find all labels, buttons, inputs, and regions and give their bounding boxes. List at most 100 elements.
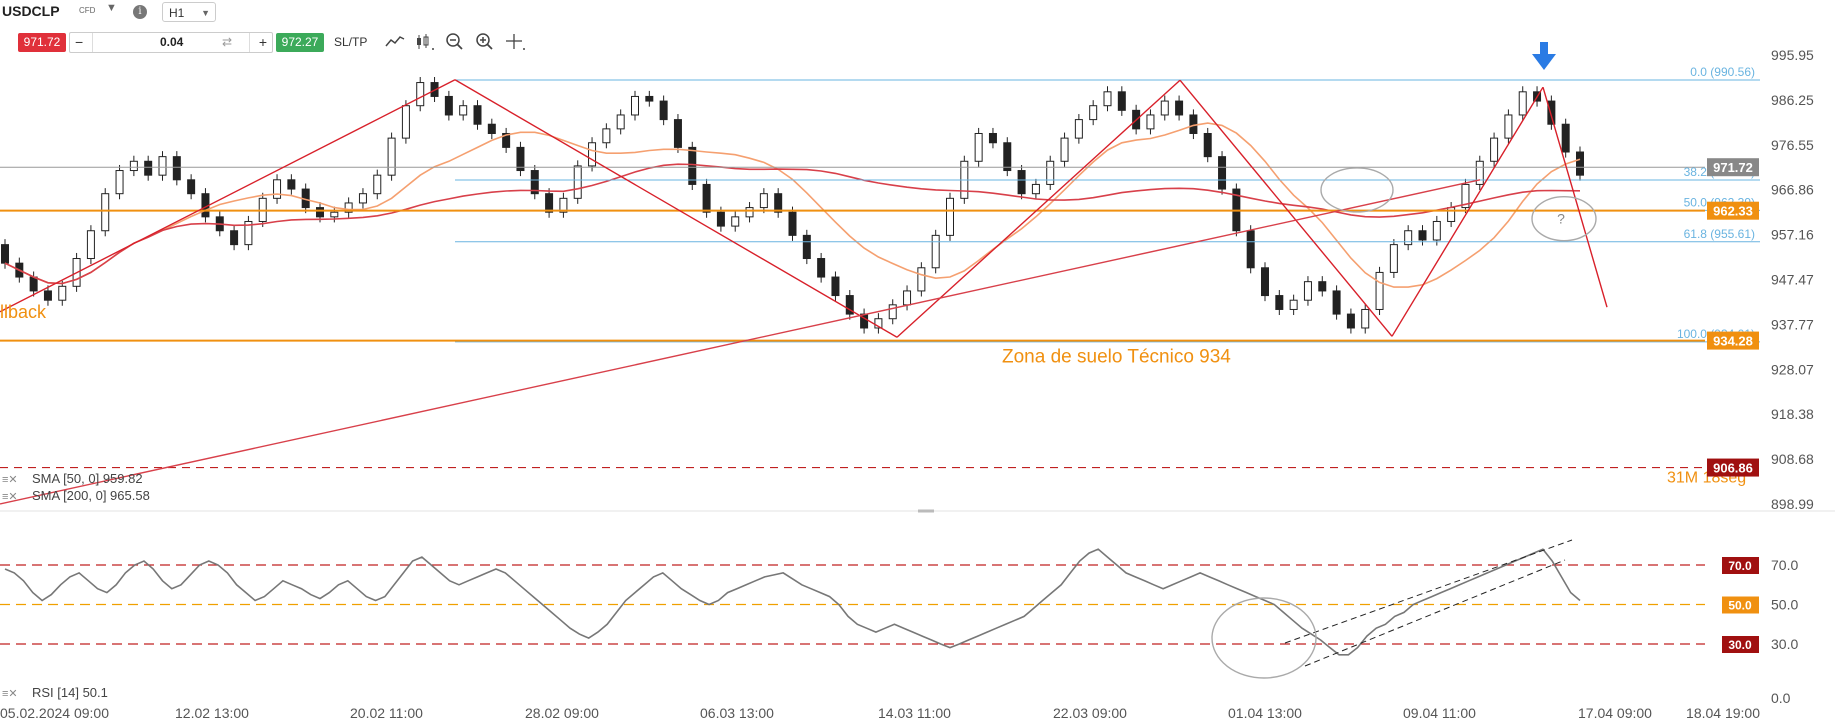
candle-body	[287, 179, 296, 190]
candle-body	[430, 82, 439, 97]
highlight-ellipse	[1531, 195, 1597, 242]
candle-body	[1447, 207, 1456, 222]
candle-body	[1490, 137, 1499, 162]
candle-body	[1060, 137, 1069, 162]
pattern-line	[1179, 79, 1393, 337]
candle-body	[230, 230, 239, 246]
candle-body	[1303, 281, 1312, 301]
candle-body	[988, 132, 997, 144]
candle-body	[416, 82, 425, 107]
timeframe-value: H1	[169, 6, 185, 20]
time-axis-label: 06.03 13:00	[700, 705, 774, 721]
divider	[249, 33, 250, 52]
time-axis-label: 09.04 11:00	[1403, 705, 1476, 721]
level-tag-934-text: 934.28	[1713, 334, 1753, 349]
zoom-in-icon[interactable]	[474, 32, 496, 52]
sma50-line	[4, 122, 1581, 288]
rsi-level-tag	[1722, 557, 1759, 574]
chart-labels: 995.95 986.25 976.55 966.86 957.16 947.47 937.…	[0, 47, 1814, 721]
candle-body	[115, 170, 124, 195]
candle-body	[1117, 91, 1126, 111]
candle-body	[960, 160, 969, 199]
down-arrow-icon	[1540, 42, 1548, 56]
candle-body	[1346, 313, 1355, 329]
pattern-line	[454, 79, 898, 338]
rsi-channel-line	[1284, 539, 1573, 644]
price-axis-label: 957.16	[1771, 227, 1814, 243]
swap-icon[interactable]: ⇄	[222, 35, 233, 49]
candle-body	[215, 216, 224, 232]
candle-body	[1533, 91, 1542, 102]
increase-button[interactable]: +	[258, 34, 267, 50]
candle-body	[716, 211, 725, 227]
candle-body	[530, 170, 539, 195]
legend-entry: SMA [50, 0] 959.82	[32, 471, 143, 486]
candle-body	[43, 290, 52, 301]
price-axis-label: 947.47	[1771, 272, 1814, 288]
candle-body	[1361, 308, 1370, 329]
price-axis-label: 928.07	[1771, 361, 1814, 377]
chevron-down-icon[interactable]: ▼	[106, 2, 117, 14]
candle-body	[1289, 299, 1298, 310]
time-axis-label: 01.04 13:00	[1228, 705, 1302, 721]
candle-body	[1275, 295, 1284, 310]
candle-body	[330, 211, 339, 218]
pattern-line	[896, 79, 1181, 338]
price-axis-label: 898.99	[1771, 496, 1814, 512]
sell-button[interactable]: 971.72	[18, 33, 66, 52]
candle-body	[774, 193, 783, 213]
candle-body	[588, 142, 597, 167]
candle-body	[144, 160, 153, 176]
timeframe-select[interactable]: H1 ▼	[162, 2, 216, 22]
candle-body	[29, 276, 38, 292]
level-tag-962-text: 962.33	[1713, 204, 1753, 219]
info-icon[interactable]: i	[133, 5, 147, 19]
candle-body	[917, 267, 926, 292]
candles-icon[interactable]	[414, 32, 436, 52]
candle-body	[702, 183, 711, 213]
zoom-out-icon[interactable]	[444, 32, 466, 52]
candle-body	[502, 132, 511, 148]
volume-stepper[interactable]: − 0.04 ⇄ +	[69, 32, 273, 53]
price-axis-label: 976.55	[1771, 137, 1814, 153]
candle-body	[15, 262, 24, 278]
fib-level-label: 0.0 (990.56)	[1690, 65, 1755, 79]
sltp-button[interactable]: SL/TP	[334, 35, 368, 49]
candle-body	[559, 197, 568, 213]
candle-body	[1375, 271, 1384, 310]
chart-type-icon[interactable]	[384, 32, 406, 52]
volume-input[interactable]: 0.04	[160, 35, 184, 49]
candle-body	[459, 105, 468, 116]
candle-body	[673, 119, 682, 148]
level-tag-906-text: 906.86	[1713, 461, 1753, 476]
crosshair-icon[interactable]	[504, 32, 526, 52]
candle-body	[545, 193, 554, 213]
countdown-label: 31M 18seg	[1667, 470, 1746, 487]
level-tag-962	[1707, 201, 1759, 220]
candlestick-series	[1, 76, 1584, 334]
decrease-button[interactable]: −	[75, 34, 84, 50]
candle-body	[1332, 290, 1341, 315]
time-axis-label: 22.03 09:00	[1053, 705, 1127, 721]
candle-body	[129, 160, 138, 172]
candle-body	[1160, 100, 1169, 116]
rsi-level-tag	[1722, 596, 1759, 614]
rsi-panel: 70.0 50.0 30.0 70.0 50.0 30.0 0.0 ≡✕ RSI [14] 50…	[0, 539, 1798, 706]
symbol-name[interactable]: USDCLP	[2, 3, 60, 19]
candle-body	[1246, 230, 1255, 269]
pattern-line	[0, 79, 456, 313]
candle-body	[1261, 267, 1269, 297]
candle-body	[444, 95, 453, 116]
chevron-down-icon: ▼	[201, 8, 210, 18]
candle-body	[1576, 151, 1584, 176]
time-axis-label: 28.02 09:00	[525, 705, 599, 721]
buy-button[interactable]: 972.27	[276, 33, 324, 52]
candle-body	[602, 128, 611, 144]
chart-overlays	[0, 42, 1760, 505]
candle-body	[831, 276, 840, 297]
symbol-toolbar: USDCLP CFD ▼ i H1 ▼	[0, 0, 600, 26]
candle-body	[759, 193, 768, 209]
rsi-line	[4, 548, 1581, 656]
candle-body	[946, 197, 954, 236]
